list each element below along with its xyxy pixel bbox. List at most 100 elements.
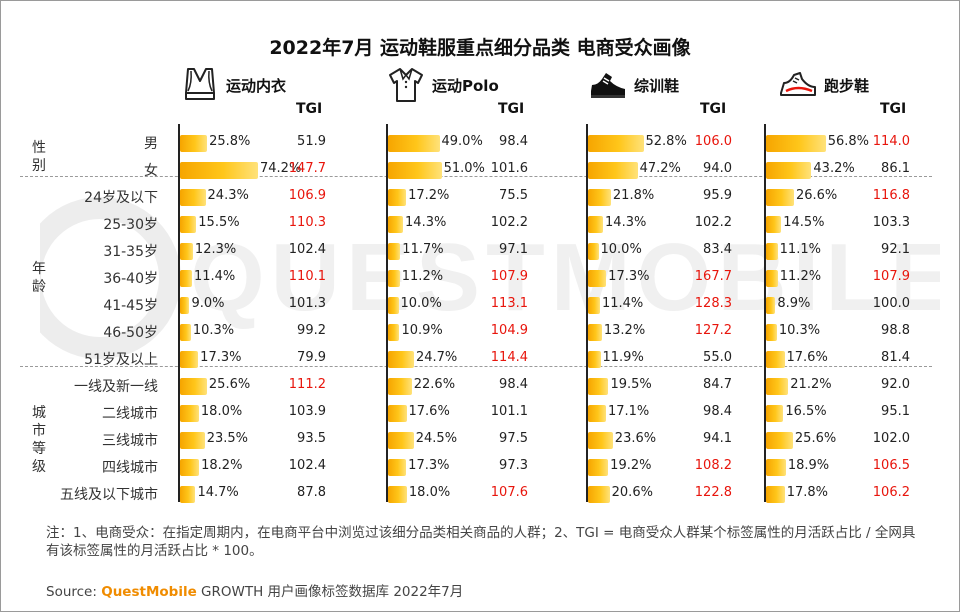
tgi-value: 106.9 bbox=[288, 188, 326, 203]
value-label: 17.6% bbox=[786, 350, 828, 365]
group-divider bbox=[20, 176, 932, 177]
tgi-header: TGI bbox=[700, 101, 727, 117]
tgi-value: 127.2 bbox=[694, 323, 732, 338]
bar bbox=[180, 405, 199, 422]
axis-line bbox=[586, 124, 588, 502]
tgi-value: 107.6 bbox=[490, 485, 528, 500]
bar bbox=[388, 216, 404, 233]
category-header-running-shoe: 跑步鞋 bbox=[778, 64, 869, 106]
tgi-value: 51.9 bbox=[297, 134, 326, 149]
bar bbox=[588, 432, 613, 449]
source-prefix: Source: bbox=[46, 584, 102, 600]
value-label: 17.6% bbox=[408, 404, 450, 419]
tgi-value: 75.5 bbox=[499, 188, 528, 203]
value-label: 23.6% bbox=[614, 431, 657, 446]
value-label: 19.2% bbox=[610, 458, 652, 473]
value-label: 25.6% bbox=[208, 377, 251, 392]
value-label: 17.2% bbox=[408, 188, 450, 203]
running-shoe-icon bbox=[780, 72, 816, 96]
value-label: 11.4% bbox=[193, 269, 236, 284]
value-label: 26.6% bbox=[795, 188, 838, 203]
tgi-value: 95.9 bbox=[703, 188, 732, 203]
tgi-value: 97.3 bbox=[499, 458, 528, 473]
value-label: 11.7% bbox=[402, 242, 444, 257]
tgi-value: 113.1 bbox=[490, 296, 528, 311]
tgi-value: 98.4 bbox=[499, 134, 528, 149]
footnote: 注：1、电商受众：在指定周期内，在电商平台中浏览过该细分品类相关商品的人群；2、… bbox=[46, 525, 916, 559]
bar bbox=[388, 378, 412, 395]
value-label: 43.2% bbox=[813, 161, 855, 176]
tgi-value: 147.7 bbox=[288, 161, 326, 176]
tgi-value: 101.1 bbox=[490, 404, 528, 419]
tgi-value: 79.9 bbox=[297, 350, 326, 365]
value-label: 49.0% bbox=[441, 134, 483, 149]
tgi-value: 83.4 bbox=[703, 242, 732, 257]
value-label: 25.6% bbox=[794, 431, 837, 446]
tgi-value: 102.0 bbox=[872, 431, 910, 446]
tgi-header: TGI bbox=[296, 101, 323, 117]
bar bbox=[588, 405, 606, 422]
bar bbox=[766, 324, 777, 341]
value-label: 18.9% bbox=[787, 458, 830, 473]
tgi-value: 93.5 bbox=[297, 431, 326, 446]
tgi-value: 55.0 bbox=[703, 350, 732, 365]
tgi-value: 84.7 bbox=[703, 377, 732, 392]
bar bbox=[766, 243, 778, 260]
value-label: 20.6% bbox=[611, 485, 653, 500]
tgi-value: 110.3 bbox=[288, 215, 326, 230]
row-label: 36-40岁 bbox=[103, 271, 158, 287]
tgi-value: 167.7 bbox=[694, 269, 732, 284]
axis-line bbox=[178, 124, 180, 502]
tgi-value: 92.0 bbox=[881, 377, 910, 392]
bar bbox=[180, 324, 191, 341]
bar bbox=[180, 378, 207, 395]
bar bbox=[180, 486, 196, 503]
tgi-value: 110.1 bbox=[288, 269, 326, 284]
bar bbox=[766, 216, 782, 233]
tgi-value: 102.4 bbox=[288, 242, 326, 257]
bar bbox=[588, 486, 610, 503]
bar bbox=[388, 189, 407, 206]
category-name: 运动内衣 bbox=[226, 76, 287, 95]
tgi-value: 102.2 bbox=[694, 215, 732, 230]
bar bbox=[766, 378, 789, 395]
row-label: 41-45岁 bbox=[103, 298, 158, 314]
value-label: 16.5% bbox=[785, 404, 827, 419]
tgi-value: 98.8 bbox=[881, 323, 910, 338]
tgi-header: TGI bbox=[880, 101, 907, 117]
bar bbox=[388, 270, 400, 287]
bar bbox=[388, 135, 440, 152]
bar bbox=[388, 486, 407, 503]
tgi-value: 104.9 bbox=[490, 323, 528, 338]
value-label: 24.7% bbox=[415, 350, 458, 365]
chart-title: 2022年7月 运动鞋服重点细分品类 电商受众画像 bbox=[269, 37, 691, 59]
value-label: 56.8% bbox=[827, 134, 870, 149]
tgi-value: 98.4 bbox=[703, 404, 732, 419]
bar bbox=[180, 270, 192, 287]
value-label: 47.2% bbox=[639, 161, 681, 176]
sports-bra-icon bbox=[185, 68, 215, 100]
bar bbox=[588, 378, 609, 395]
tgi-value: 81.4 bbox=[881, 350, 910, 365]
bar bbox=[388, 243, 401, 260]
tgi-value: 116.8 bbox=[872, 188, 910, 203]
value-label: 23.5% bbox=[206, 431, 249, 446]
value-label: 12.3% bbox=[194, 242, 237, 257]
tgi-value: 106.5 bbox=[872, 458, 910, 473]
value-label: 9.0% bbox=[191, 296, 225, 311]
source-suffix: GROWTH 用户画像标签数据库 2022年7月 bbox=[196, 584, 464, 600]
tgi-value: 97.5 bbox=[499, 431, 528, 446]
group-label: 性别 bbox=[32, 139, 46, 174]
value-label: 11.2% bbox=[401, 269, 444, 284]
tgi-value: 98.4 bbox=[499, 377, 528, 392]
bar bbox=[180, 459, 200, 476]
tgi-value: 102.2 bbox=[490, 215, 528, 230]
value-label: 21.8% bbox=[612, 188, 655, 203]
value-label: 17.1% bbox=[607, 404, 650, 419]
bar bbox=[388, 297, 399, 314]
bar bbox=[766, 135, 826, 152]
group-label: 城市等级 bbox=[32, 405, 46, 475]
value-label: 14.3% bbox=[605, 215, 647, 230]
bar bbox=[766, 189, 794, 206]
bar bbox=[588, 324, 602, 341]
